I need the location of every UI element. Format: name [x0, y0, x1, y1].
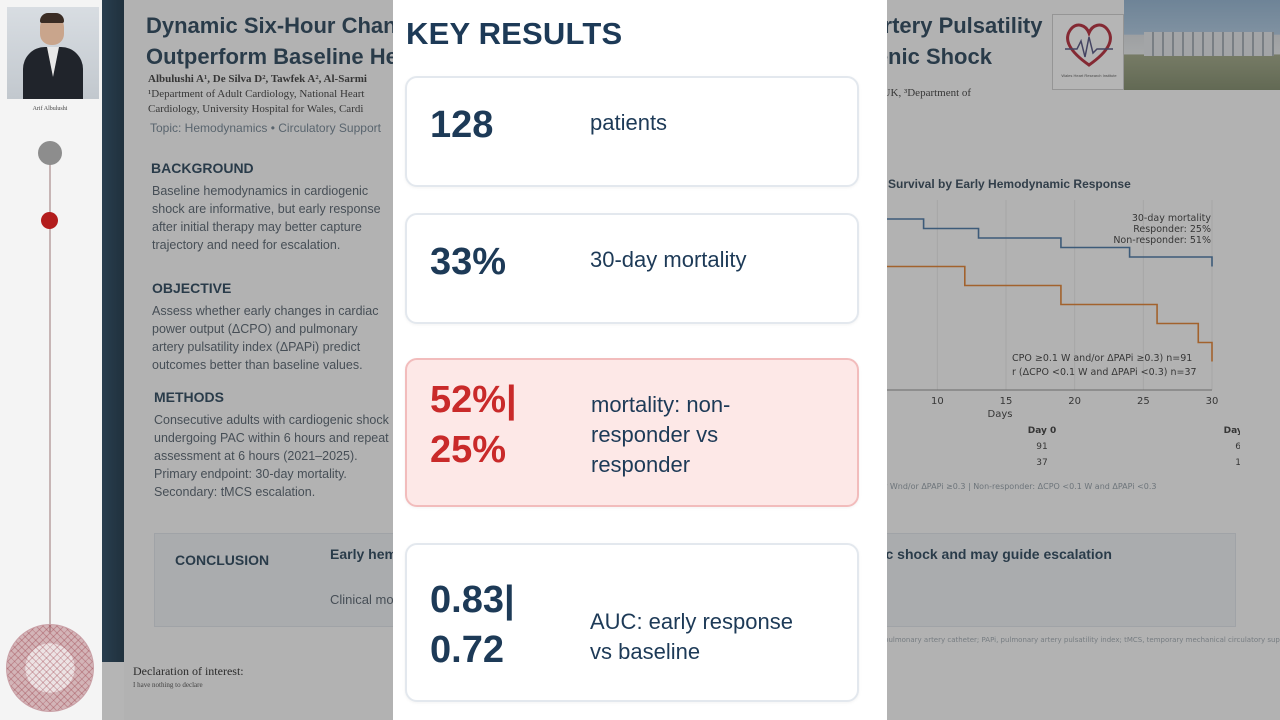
objective-text: Assess whether early changes in cardiac … — [152, 304, 379, 372]
result-label: patients — [590, 110, 668, 135]
mortality-annotation: 30-day mortality — [1132, 213, 1212, 224]
x-tick-label: 20 — [1068, 396, 1081, 407]
affiliation-right: t, UK, ³Department of — [874, 87, 972, 99]
poster-topic: Topic: Hemodynamics • Circulatory Suppor… — [150, 121, 381, 135]
authors-line: Albulushi A¹, De Silva D², Tawfek A², Al… — [148, 73, 367, 85]
risk-table-cell: 68 — [1235, 442, 1240, 452]
x-axis-label: Days — [988, 409, 1013, 420]
mortality-annotation: Responder: 25% — [1133, 224, 1211, 235]
risk-table-cell: 91 — [1036, 442, 1047, 452]
methods-heading: METHODS — [154, 389, 224, 405]
timeline-marker-grey[interactable] — [38, 141, 62, 165]
key-results-panel: KEY RESULTS 128 patients 33% 30-day mort… — [393, 0, 887, 720]
key-results-heading: KEY RESULTS — [406, 16, 623, 51]
logo-caption: Wales Heart Research Institute — [1061, 73, 1117, 78]
risk-table-cell: 18 — [1235, 458, 1240, 468]
timeline-track — [49, 152, 51, 632]
result-card-patients: 128 patients — [405, 76, 859, 187]
objective-heading: OBJECTIVE — [152, 280, 232, 296]
survival-chart: 10 15 20 25 30 Days CPO ≥0.1 W and/or ΔPAPi ≥0… — [880, 170, 1240, 430]
survival-line-responder — [880, 218, 1213, 267]
poster-footnote: pulmonary artery catheter; PAPi, pulmona… — [884, 636, 1280, 644]
background-heading: BACKGROUND — [151, 160, 254, 176]
legend-entry: r (ΔCPO <0.1 W and ΔPAPi <0.3) n=37 — [1012, 367, 1197, 378]
speaker-video — [7, 7, 99, 99]
result-card-mortality: 33% 30-day mortality — [405, 213, 859, 324]
background-text: Baseline hemodynamics in cardiogenic sho… — [152, 184, 381, 252]
result-card-responder-mortality: 52%| 25% mortality: non- responder vs re… — [405, 358, 859, 507]
affiliation-line-2: Cardiology, University Hospital for Wale… — [148, 103, 364, 115]
speaker-name: Arif Albulushi — [32, 106, 68, 112]
chart-footnote: r Wnd/or ΔPAPi ≥0.3 | Non-responder: ΔCP… — [884, 482, 1157, 491]
result-value: 52%| 25% — [430, 379, 517, 471]
result-card-auc: 0.83| 0.72 AUC: early response vs baseli… — [405, 543, 859, 702]
mortality-annotation: Non-responder: 51% — [1113, 235, 1211, 246]
globe-logo-icon — [6, 624, 94, 712]
survival-chart-svg: 10 15 20 25 30 Days CPO ≥0.1 W and/or ΔPAPi ≥0… — [880, 200, 1219, 420]
result-value: 0.83| 0.72 — [430, 579, 515, 671]
heart-logo-icon — [1065, 23, 1113, 67]
survival-line-non-responder — [880, 265, 1213, 362]
speaker-rail: Arif Albulushi — [0, 0, 102, 720]
timeline-marker-current[interactable] — [41, 212, 58, 229]
result-label: AUC: early response vs baseline — [590, 609, 793, 664]
result-label: mortality: non- responder vs responder — [591, 392, 731, 477]
result-value: 33% — [430, 241, 507, 283]
legend-entry: CPO ≥0.1 W and/or ΔPAPi ≥0.3) n=91 — [1012, 353, 1192, 364]
risk-table-cell: 37 — [1036, 458, 1047, 468]
declaration-title: Declaration of interest: — [133, 664, 244, 678]
affiliation-line-1: ¹Department of Adult Cardiology, Nationa… — [148, 88, 365, 100]
methods-text: Consecutive adults with cardiogenic shoc… — [154, 413, 389, 499]
x-tick-label: 30 — [1206, 396, 1219, 407]
result-label: 30-day mortality — [590, 247, 747, 272]
result-value: 128 — [430, 104, 494, 146]
institute-logo: Wales Heart Research Institute — [1052, 14, 1124, 90]
x-tick-label: 25 — [1137, 396, 1150, 407]
conclusion-heading: CONCLUSION — [175, 552, 270, 568]
risk-table-header: Day 0 — [1028, 426, 1057, 436]
x-tick-label: 10 — [931, 396, 944, 407]
risk-table: Day 0 Day 30 91 68 37 18 — [1028, 426, 1240, 468]
declaration-text: I have nothing to declare — [133, 681, 203, 689]
poster-authors: Albulushi A¹, De Silva D², Tawfek A², Al… — [148, 72, 1028, 117]
risk-table-header: Day 30 — [1224, 426, 1240, 436]
poster-side-band — [102, 0, 124, 662]
hospital-photo — [1124, 0, 1280, 90]
x-tick-label: 15 — [1000, 396, 1013, 407]
chart-title: Survival by Early Hemodynamic Response — [888, 177, 1131, 191]
